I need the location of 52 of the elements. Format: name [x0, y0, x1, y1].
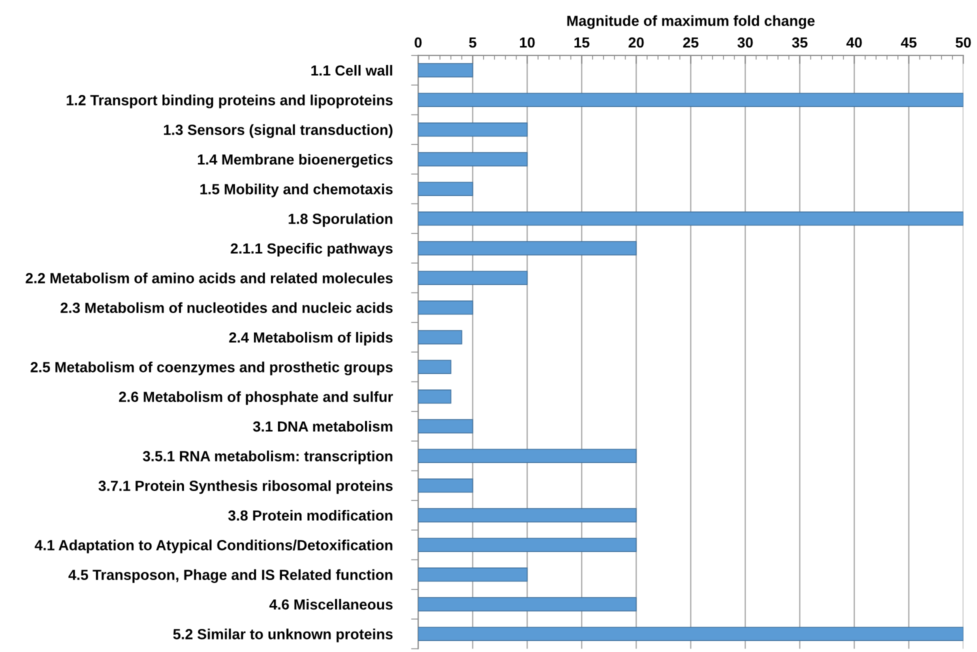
bar [418, 300, 474, 315]
x-axis-title: Magnitude of maximum fold change [567, 15, 815, 29]
y-tick-label: 2.1.1 Specific pathways [230, 242, 393, 257]
y-tick-label: 3.7.1 Protein Synthesis ribosomal proteins [98, 480, 393, 494]
x-tick-label: 30 [737, 37, 753, 48]
x-tick-label: 5 [469, 38, 476, 48]
bar [418, 419, 474, 434]
bar [418, 448, 637, 464]
bar [418, 626, 964, 641]
bar [418, 508, 637, 522]
bar [418, 330, 462, 344]
bar [418, 241, 637, 256]
y-tick-label: 1.2 Transport binding proteins and lipoproteins [66, 94, 393, 108]
x-tick-label: 40 [846, 37, 862, 48]
y-tick-label: 1.8 Sporulation [288, 213, 392, 227]
bar [418, 597, 637, 612]
y-tick-label: 4.6 Miscellaneous [269, 598, 393, 610]
x-tick-label: 20 [628, 37, 644, 48]
y-tick-label: 2.2 Metabolism of amino acids and related molecules [26, 272, 393, 284]
bar [418, 567, 528, 582]
bar [418, 389, 452, 404]
bar [418, 478, 474, 493]
bar [418, 92, 964, 108]
y-tick-label: 1.4 Membrane bioenergetics [198, 154, 393, 168]
y-tick-label: 2.4 Metabolism of lipids [229, 332, 393, 346]
x-tick-label: 0 [414, 37, 422, 48]
y-tick-label: 2.6 Metabolism of phosphate and sulfur [119, 391, 393, 405]
x-tick-label: 50 [956, 37, 971, 48]
y-tick-label: 1.1 Cell wall [311, 64, 392, 76]
x-tick-label: 15 [574, 38, 590, 48]
bar [418, 152, 528, 166]
y-tick-label: 1.5 Mobility and chemotaxis [200, 184, 393, 198]
y-tick-label: 1.3 Sensors (signal transduction) [164, 124, 392, 138]
x-tick-label: 35 [792, 37, 808, 48]
bar [418, 360, 452, 374]
bar [418, 211, 964, 226]
bar [418, 538, 637, 552]
y-tick-label: 3.8 Protein modification [228, 510, 392, 521]
bar [418, 122, 528, 137]
y-tick-label: 3.1 DNA metabolism [253, 420, 392, 432]
y-tick-label: 2.3 Metabolism of nucleotides and nucleic acids [60, 302, 393, 314]
y-tick-label: 4.5 Transposon, Phage and IS Related function [68, 569, 392, 583]
x-tick-label: 10 [520, 37, 535, 48]
bar [418, 270, 528, 286]
x-tick-label: 25 [683, 37, 698, 48]
y-tick-label: 5.2 Similar to unknown proteins [173, 628, 393, 642]
bar [418, 182, 474, 196]
bar [418, 63, 474, 78]
y-tick-label: 2.5 Metabolism of coenzymes and prosthetic groups [30, 362, 393, 376]
y-tick-label: 3.5.1 RNA metabolism: transcription [142, 450, 392, 464]
y-tick-label: 4.1 Adaptation to Atypical Conditions/Detoxification [34, 540, 392, 554]
x-tick-label: 45 [900, 38, 917, 48]
